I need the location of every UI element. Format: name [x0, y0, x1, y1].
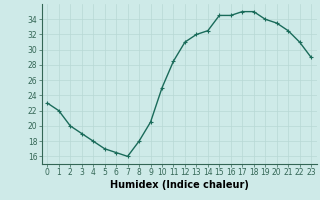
X-axis label: Humidex (Indice chaleur): Humidex (Indice chaleur) [110, 180, 249, 190]
